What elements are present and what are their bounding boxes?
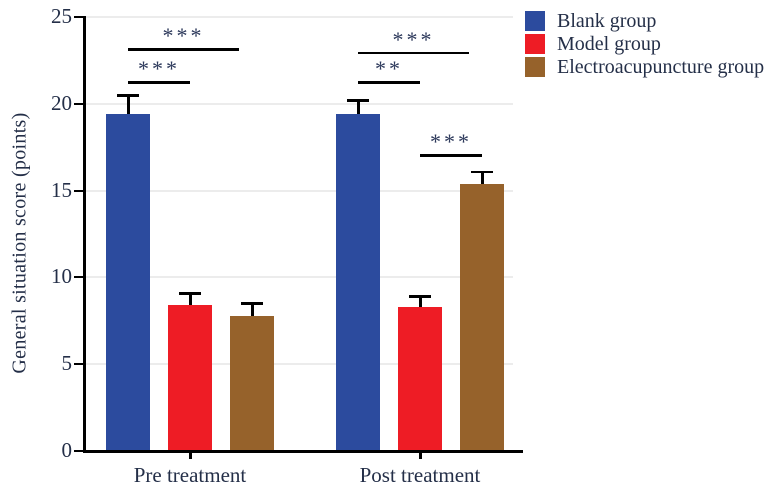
y-tick-label: 15	[51, 177, 72, 202]
bar	[398, 306, 442, 450]
sig-bracket-line	[128, 48, 239, 51]
y-tick-label: 20	[51, 90, 72, 115]
error-bar-cap	[347, 99, 369, 102]
sig-bracket-line	[128, 81, 190, 84]
sig-bracket-line	[358, 81, 420, 84]
gridline	[86, 16, 513, 18]
error-bar-stem	[419, 296, 422, 309]
x-tick-label: Post treatment	[359, 463, 481, 487]
y-axis-tick	[74, 276, 84, 279]
error-bar-cap	[241, 302, 263, 305]
bar	[230, 315, 274, 450]
legend-item: Electroacupuncture group	[525, 57, 764, 77]
legend: Blank group Model group Electroacupuncture…	[525, 11, 764, 80]
legend-item-label: Model group	[557, 33, 661, 55]
y-axis-tick	[74, 16, 84, 18]
bar	[106, 114, 150, 450]
sig-bracket-label: ***	[430, 129, 472, 155]
error-bar-stem	[251, 303, 254, 318]
x-axis-line	[83, 450, 523, 453]
sig-bracket-label: ***	[162, 23, 205, 49]
error-bar-stem	[481, 171, 484, 186]
bar	[336, 114, 380, 450]
y-axis-tick	[74, 102, 84, 105]
sig-bracket-label: ***	[392, 26, 435, 52]
y-tick-label: 0	[61, 438, 73, 462]
y-tick-label: 10	[51, 264, 72, 289]
error-bar-cap	[409, 295, 431, 298]
legend-color-swatch	[525, 11, 545, 31]
legend-item: Blank group	[525, 11, 764, 31]
y-axis-tick	[74, 363, 84, 366]
bar	[168, 305, 212, 450]
y-axis-line	[83, 16, 86, 452]
y-tick-label: 5	[61, 351, 73, 376]
gridline	[86, 102, 513, 105]
y-axis-title: General situation score (points)	[8, 112, 31, 374]
error-bar-stem	[357, 100, 360, 117]
gridline	[86, 363, 513, 366]
x-axis-tick	[189, 452, 192, 459]
x-axis-tick	[419, 452, 422, 459]
sig-bracket-line	[358, 51, 469, 55]
legend-item-label: Electroacupuncture group	[557, 56, 765, 78]
x-tick-label: Pre treatment	[133, 463, 247, 487]
y-axis-tick	[74, 450, 84, 452]
sig-bracket-label: ***	[138, 56, 180, 82]
error-bar-cap	[179, 292, 201, 295]
legend-color-swatch	[525, 34, 545, 54]
bar	[460, 183, 504, 450]
legend-item-label: Blank group	[557, 10, 657, 32]
legend-item: Model group	[525, 34, 764, 54]
legend-color-swatch	[525, 57, 545, 77]
error-bar-cap	[117, 94, 139, 97]
y-tick-label: 25	[51, 4, 72, 28]
sig-bracket-line	[420, 154, 482, 157]
sig-bracket-label: **	[375, 56, 403, 82]
gridline	[86, 276, 513, 279]
y-axis-tick	[74, 189, 84, 192]
gridline	[86, 189, 513, 192]
error-bar-stem	[189, 293, 192, 308]
error-bar-stem	[127, 95, 130, 117]
error-bar-cap	[471, 170, 493, 173]
